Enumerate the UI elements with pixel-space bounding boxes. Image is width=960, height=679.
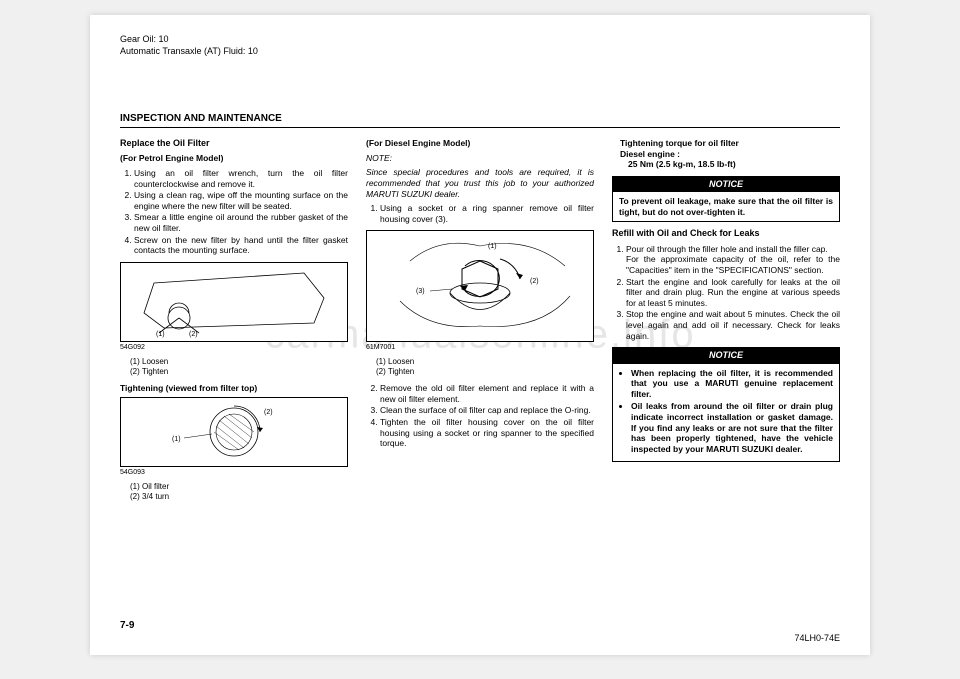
subheading-tightening-view: Tightening (viewed from filter top) xyxy=(120,383,348,394)
caption-line: (2) 3/4 turn xyxy=(130,492,348,502)
figure-oil-filter-wrench: (1) (2) xyxy=(120,262,348,342)
list-item: Oil leaks from around the oil filter or … xyxy=(631,401,833,454)
note-label: NOTE: xyxy=(366,153,594,164)
content-columns: Replace the Oil Filter (For Petrol Engin… xyxy=(120,138,840,508)
figure-filter-top-view: (1) (2) xyxy=(120,397,348,467)
list-item: Clean the surface of oil filter cap and … xyxy=(380,405,594,416)
section-rule xyxy=(120,127,840,128)
list-item: Screw on the new filter by hand until th… xyxy=(134,235,348,256)
petrol-steps-list: Using an oil filter wrench, turn the oil… xyxy=(120,168,348,256)
column-3: Tightening torque for oil filter Diesel … xyxy=(612,138,840,508)
subheading-diesel-model: (For Diesel Engine Model) xyxy=(366,138,594,149)
column-1: Replace the Oil Filter (For Petrol Engin… xyxy=(120,138,348,508)
notice-box-2: NOTICE When replacing the oil filter, it… xyxy=(612,347,840,461)
column-2: (For Diesel Engine Model) NOTE: Since sp… xyxy=(366,138,594,508)
caption-line: (1) Loosen xyxy=(376,357,594,367)
list-item: Smear a little engine oil around the rub… xyxy=(134,212,348,233)
heading-refill-check-leaks: Refill with Oil and Check for Leaks xyxy=(612,228,840,239)
figure-tag: 61M7001 xyxy=(366,344,594,353)
diesel-steps-2-4: Remove the old oil filter element and re… xyxy=(366,383,594,449)
list-item: Remove the old oil filter element and re… xyxy=(380,383,594,404)
figure-filter-housing: (1) (2) (3) xyxy=(366,230,594,342)
notice-title: NOTICE xyxy=(613,177,839,192)
oil-filter-diagram-icon: (1) (2) xyxy=(121,263,347,341)
fig3-label-1: (1) xyxy=(488,243,497,250)
figure-tag: 54G092 xyxy=(120,344,348,353)
torque-title: Tightening torque for oil filter xyxy=(620,138,739,148)
caption-line: (1) Loosen xyxy=(130,357,348,367)
notice-bullet-list: When replacing the oil filter, it is rec… xyxy=(619,368,833,455)
figure-caption: (1) Loosen (2) Tighten xyxy=(130,357,348,377)
torque-subtitle: Diesel engine : xyxy=(620,149,680,159)
notice-body: When replacing the oil filter, it is rec… xyxy=(613,364,839,461)
section-title: INSPECTION AND MAINTENANCE xyxy=(120,113,282,124)
torque-value: 25 Nm (2.5 kg-m, 18.5 lb-ft) xyxy=(628,159,736,169)
fig1-label-2: (2) xyxy=(189,331,198,338)
filter-top-diagram-icon: (1) (2) xyxy=(121,398,347,466)
caption-line: (1) Oil filter xyxy=(130,482,348,492)
fig3-label-2: (2) xyxy=(530,278,539,285)
subheading-petrol-model: (For Petrol Engine Model) xyxy=(120,153,348,164)
fig2-label-1: (1) xyxy=(172,436,181,443)
caption-line: (2) Tighten xyxy=(376,367,594,377)
list-item: Using an oil filter wrench, turn the oil… xyxy=(134,168,348,189)
list-item: Using a socket or a ring spanner remove … xyxy=(380,203,594,224)
diesel-step1-list: Using a socket or a ring spanner remove … xyxy=(366,203,594,224)
list-item: Start the engine and look carefully for … xyxy=(626,277,840,309)
fig2-label-2: (2) xyxy=(264,409,273,416)
page-number: 7-9 xyxy=(120,620,134,631)
fig3-label-3: (3) xyxy=(416,288,425,295)
notice-body: To prevent oil leakage, make sure that t… xyxy=(613,192,839,221)
notice-title: NOTICE xyxy=(613,348,839,363)
header-line-2: Automatic Transaxle (AT) Fluid: 10 xyxy=(120,45,258,57)
heading-replace-oil-filter: Replace the Oil Filter xyxy=(120,138,348,149)
figure-tag: 54G093 xyxy=(120,469,348,478)
figure-caption: (1) Oil filter (2) 3/4 turn xyxy=(130,482,348,502)
note-body: Since special procedures and tools are r… xyxy=(366,167,594,199)
list-item: Using a clean rag, wipe off the mounting… xyxy=(134,190,348,211)
figure-caption: (1) Loosen (2) Tighten xyxy=(376,357,594,377)
list-item: Tighten the oil filter housing cover on … xyxy=(380,417,594,449)
notice-box-1: NOTICE To prevent oil leakage, make sure… xyxy=(612,176,840,223)
header-line-1: Gear Oil: 10 xyxy=(120,33,258,45)
caption-line: (2) Tighten xyxy=(130,367,348,377)
manual-page: carmanualsonline.info Gear Oil: 10 Autom… xyxy=(90,15,870,655)
list-item: Stop the engine and wait about 5 minutes… xyxy=(626,309,840,341)
list-item: Pour oil through the filler hole and ins… xyxy=(626,244,840,276)
fig1-label-1: (1) xyxy=(156,331,165,338)
list-item: When replacing the oil filter, it is rec… xyxy=(631,368,833,400)
footer-code: 74LH0-74E xyxy=(794,633,840,643)
header-meta: Gear Oil: 10 Automatic Transaxle (AT) Fl… xyxy=(120,33,258,57)
filter-housing-diagram-icon: (1) (2) (3) xyxy=(367,231,593,341)
refill-steps-list: Pour oil through the filler hole and ins… xyxy=(612,244,840,342)
